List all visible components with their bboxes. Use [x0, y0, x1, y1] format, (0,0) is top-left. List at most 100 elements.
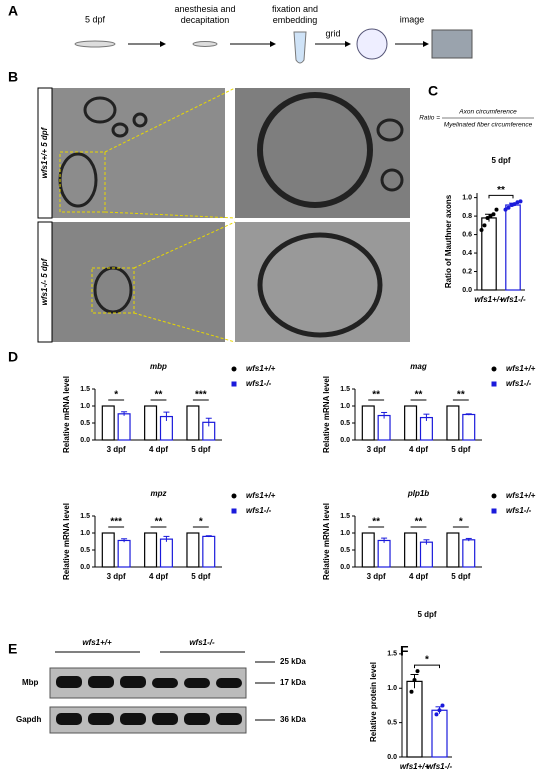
blot-group: wfs1-/- — [189, 638, 215, 647]
bar — [481, 217, 497, 291]
bar — [462, 539, 476, 568]
legend-marker — [491, 508, 497, 514]
bands — [56, 676, 242, 725]
x-tick-label: 3 dpf — [107, 572, 126, 581]
y-tick-label: 0.5 — [80, 420, 90, 427]
panel-label: C — [428, 83, 438, 99]
x-tick-label: 4 dpf — [149, 445, 168, 454]
data-point — [503, 207, 508, 212]
larva-icon — [74, 40, 116, 48]
legend-label: wfs1+/+ — [246, 364, 276, 373]
label-box — [37, 221, 53, 343]
zoom-box — [59, 151, 106, 213]
significance: ** — [457, 390, 465, 401]
data-point — [491, 212, 496, 217]
x-tick-label: 3 dpf — [367, 445, 386, 454]
legend-label: wfs1-/- — [246, 379, 272, 388]
significance: * — [459, 517, 463, 528]
y-tick-label: 1.5 — [387, 651, 397, 658]
bar — [361, 532, 375, 568]
y-tick-label: 1.0 — [340, 403, 350, 410]
legend-marker — [491, 366, 497, 372]
workflow-step: anesthesia and decapitation — [174, 4, 236, 25]
y-tick-label: 1.0 — [387, 685, 397, 692]
data-point — [434, 712, 439, 717]
chart-title: 5 dpf — [491, 156, 510, 165]
x-tick-label: wfs1+/+ — [474, 295, 504, 304]
micrograph — [38, 222, 225, 342]
x-tick-label: 5 dpf — [451, 572, 470, 581]
x-tick-label: 3 dpf — [367, 572, 386, 581]
data-point — [494, 207, 499, 212]
x-tick-label: 5 dpf — [191, 572, 210, 581]
panel-label: F — [400, 643, 409, 659]
x-tick-label: 3 dpf — [107, 445, 126, 454]
bar — [101, 532, 115, 568]
microscope-icon — [431, 29, 473, 59]
step-box: fixation and embedding — [272, 4, 318, 25]
data-point — [415, 669, 420, 674]
chart-title: 5 dpf — [417, 610, 436, 619]
bar — [361, 405, 375, 441]
legend-label: wfs1-/- — [506, 379, 532, 388]
significance: ** — [372, 390, 380, 401]
x-tick-label: 4 dpf — [149, 572, 168, 581]
x-tick-label: wfs1-/- — [500, 295, 526, 304]
significance: ** — [155, 390, 163, 401]
larva-head-icon — [192, 41, 218, 47]
x-tick-label: 5 dpf — [191, 445, 210, 454]
legend-marker — [231, 508, 237, 514]
y-tick-label: 0.5 — [340, 547, 350, 554]
y-tick-label: 0.8 — [462, 213, 472, 220]
bar — [202, 535, 216, 568]
y-tick-label: 0.6 — [462, 231, 472, 238]
data-point — [506, 205, 511, 210]
data-point — [515, 200, 520, 205]
x-tick-label: wfs1-/- — [427, 762, 453, 771]
chart-title: plp1b — [407, 489, 429, 498]
bar — [505, 204, 521, 291]
y-tick-label: 0.2 — [462, 268, 472, 275]
x-tick-label: 4 dpf — [409, 445, 428, 454]
significance-bracket — [414, 664, 440, 669]
significance: ** — [415, 390, 423, 401]
data-point — [509, 203, 514, 208]
micrograph — [235, 88, 410, 218]
myelin-rings — [58, 92, 404, 338]
bar — [186, 532, 200, 568]
y-axis-label: Relative mRNA level — [322, 376, 331, 453]
bar — [101, 405, 115, 441]
kda-marker: 17 kDa — [280, 678, 306, 687]
panel-label: E — [8, 641, 17, 657]
kda-marker: 25 kDa — [280, 657, 306, 666]
blot-row-label: Gapdh — [16, 715, 41, 724]
bar — [462, 413, 476, 441]
bar — [377, 539, 391, 568]
micrograph-label: wfs1+/+ 5 dpf — [40, 126, 49, 178]
y-axis-label: Ratio of Mauthner axons — [444, 194, 453, 288]
zoom-lines — [104, 87, 236, 343]
x-tick-label: wfs1+/+ — [400, 762, 430, 771]
blot-row-label: Mbp — [22, 678, 39, 687]
y-tick-label: 0.0 — [462, 287, 472, 294]
bar — [144, 405, 158, 441]
bar — [186, 405, 200, 441]
y-axis-label: Relative mRNA level — [322, 503, 331, 580]
data-point — [518, 199, 523, 204]
significance: ** — [415, 517, 423, 528]
data-point — [479, 227, 484, 232]
legend-label: wfs1-/- — [506, 506, 532, 515]
bar — [117, 539, 131, 568]
blot-strip — [49, 706, 247, 734]
y-axis-label: Relative mRNA level — [62, 376, 71, 453]
y-tick-label: 1.5 — [340, 513, 350, 520]
y-tick-label: 1.0 — [340, 530, 350, 537]
legend-marker — [231, 366, 237, 372]
y-tick-label: 1.5 — [340, 386, 350, 393]
bar — [377, 414, 391, 441]
y-tick-label: 1.0 — [80, 403, 90, 410]
step-box: anesthesia and decapitation — [174, 4, 236, 25]
bar — [446, 532, 460, 568]
